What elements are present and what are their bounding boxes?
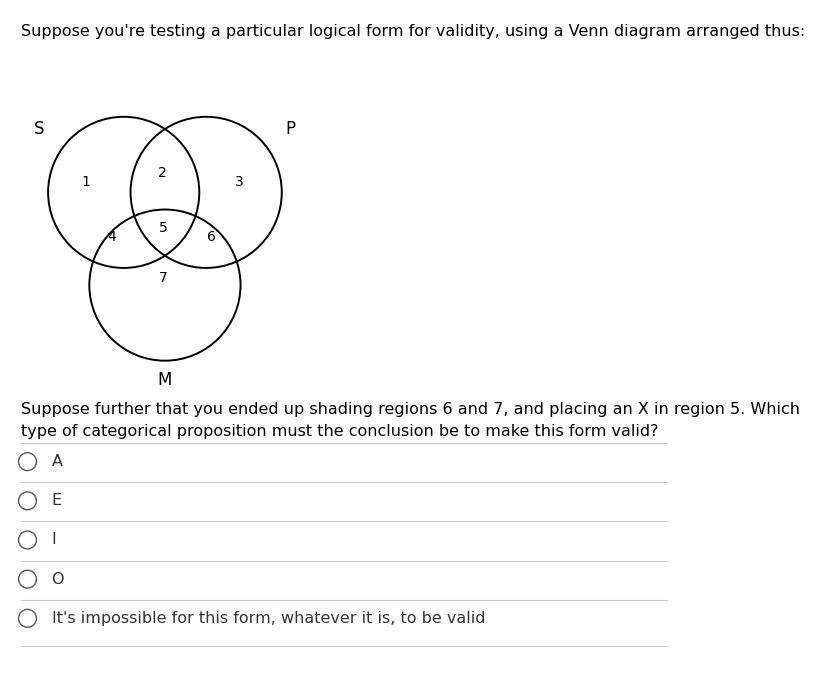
Text: It's impossible for this form, whatever it is, to be valid: It's impossible for this form, whatever …: [51, 611, 485, 626]
Text: Suppose you're testing a particular logical form for validity, using a Venn diag: Suppose you're testing a particular logi…: [21, 24, 805, 39]
Text: 4: 4: [108, 230, 117, 244]
Text: 2: 2: [159, 166, 167, 180]
Text: A: A: [51, 454, 62, 469]
Text: Suppose further that you ended up shading regions 6 and 7, and placing an X in r: Suppose further that you ended up shadin…: [21, 402, 800, 439]
Text: E: E: [51, 493, 61, 508]
Text: M: M: [158, 371, 172, 389]
Text: P: P: [286, 120, 296, 138]
Text: 6: 6: [207, 230, 216, 244]
Text: S: S: [34, 120, 45, 138]
Text: 3: 3: [234, 175, 244, 189]
Text: O: O: [51, 572, 64, 587]
Text: 7: 7: [159, 271, 167, 285]
Text: 5: 5: [159, 221, 167, 235]
Text: 1: 1: [81, 175, 91, 189]
Text: I: I: [51, 532, 56, 548]
